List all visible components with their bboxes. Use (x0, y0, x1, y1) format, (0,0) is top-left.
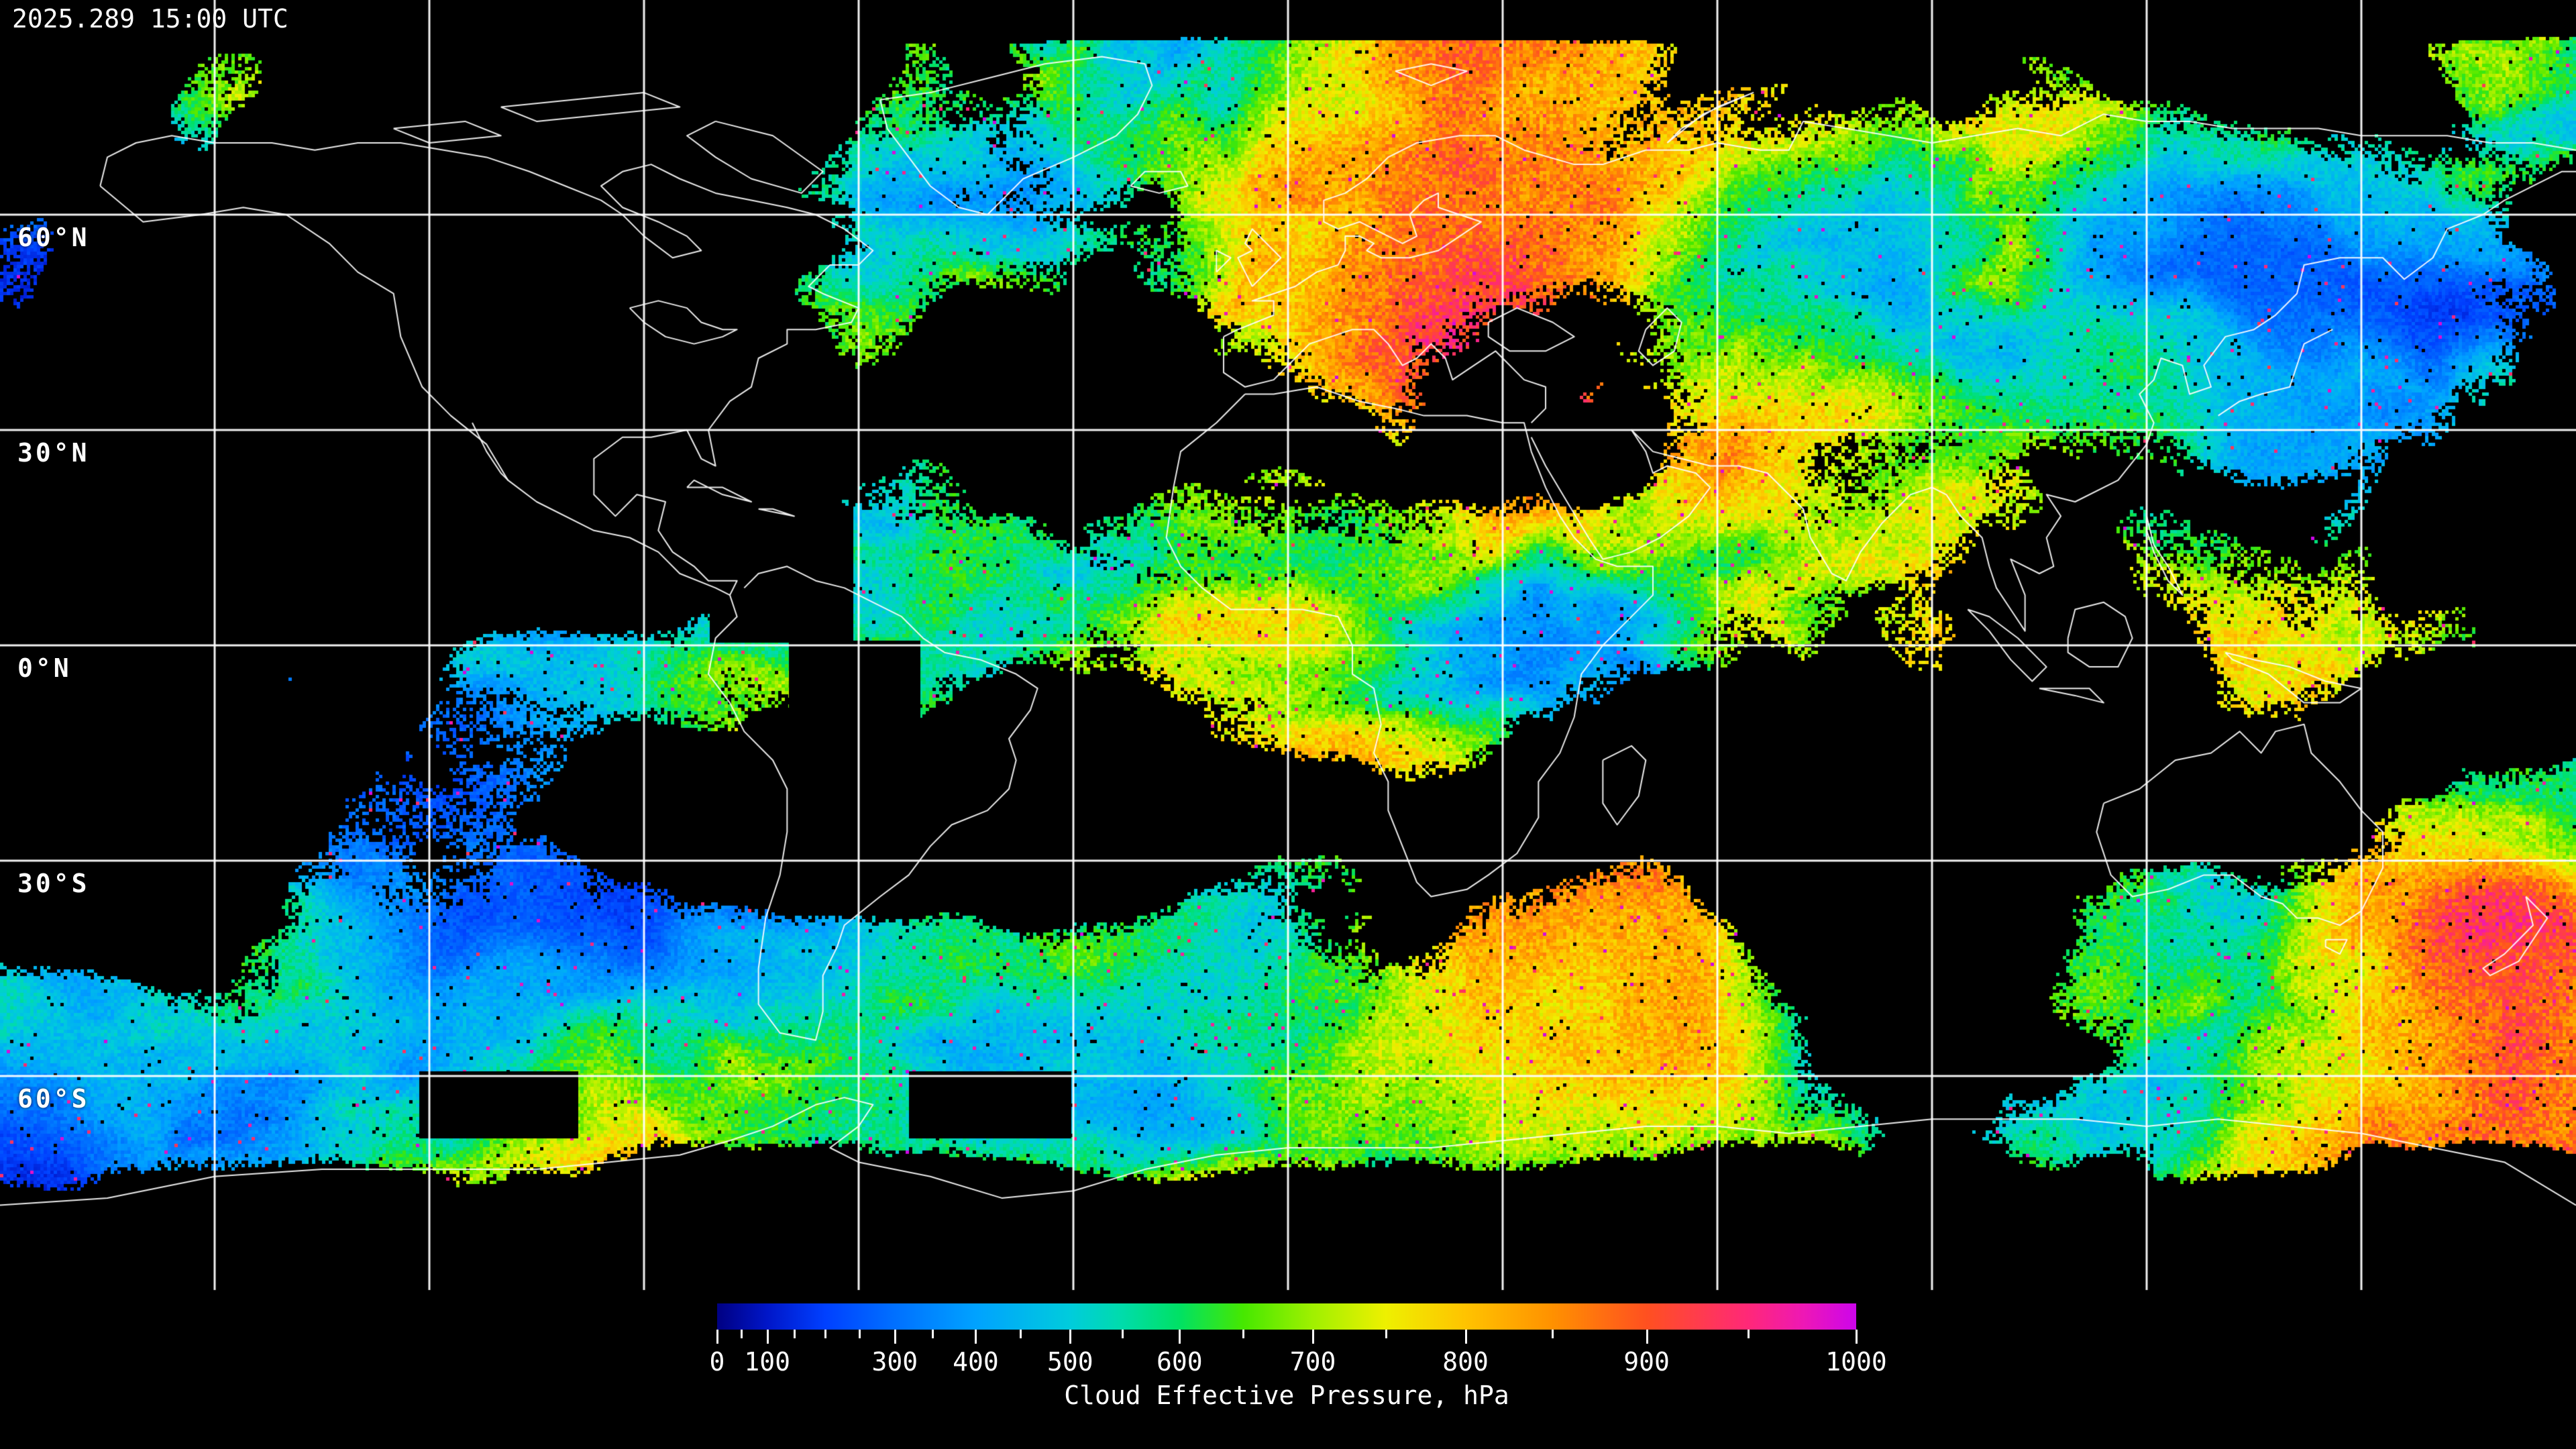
colorbar-tick-850 (1551, 1330, 1554, 1338)
colorbar-tick-1000 (1856, 1330, 1858, 1344)
colorbar-tick-700 (1312, 1330, 1315, 1344)
colorbar-tick-750 (1385, 1330, 1387, 1338)
lat-label-0n: 0°N (17, 653, 72, 683)
colorbar-tick-label-100: 100 (744, 1347, 791, 1377)
colorbar-tick-200 (824, 1330, 827, 1338)
colorbar-tick-350 (931, 1330, 934, 1338)
colorbar-tick-600 (1179, 1330, 1181, 1344)
colorbar-tick-label-300: 300 (871, 1347, 918, 1377)
colorbar-tick-900 (1646, 1330, 1648, 1344)
colorbar-tick-400 (975, 1330, 977, 1344)
colorbar-tick-150 (794, 1330, 796, 1338)
colorbar-tick-label-500: 500 (1047, 1347, 1093, 1377)
colorbar-tick-650 (1242, 1330, 1245, 1338)
colorbar-title: Cloud Effective Pressure, hPa (1064, 1381, 1509, 1410)
timestamp-label: 2025.289 15:00 UTC (12, 4, 288, 34)
lat-label-60n: 60°N (17, 223, 90, 252)
colorbar: 0 100 300 400 500 600 700 800 900 1000 Cloud Effe… (710, 1303, 1887, 1417)
lat-label-60s: 60°S (17, 1084, 90, 1114)
colorbar-tick-0 (716, 1330, 718, 1344)
colorbar-tick-label-0: 0 (709, 1347, 725, 1377)
colorbar-tick-100 (766, 1330, 769, 1344)
colorbar-tick-label-900: 900 (1623, 1347, 1670, 1377)
colorbar-tick-500 (1069, 1330, 1072, 1344)
colorbar-tick-50 (740, 1330, 743, 1338)
colorbar-tick-label-400: 400 (953, 1347, 999, 1377)
colorbar-tick-450 (1019, 1330, 1022, 1338)
colorbar-tick-800 (1464, 1330, 1467, 1344)
colorbar-gradient (717, 1303, 1856, 1330)
lat-label-30s: 30°S (17, 869, 90, 898)
colorbar-tick-label-600: 600 (1157, 1347, 1203, 1377)
lat-label-30n: 30°N (17, 438, 90, 468)
colorbar-tick-950 (1747, 1330, 1750, 1338)
colorbar-tick-550 (1122, 1330, 1124, 1338)
colorbar-tick-label-1000: 1000 (1825, 1347, 1887, 1377)
colorbar-tick-250 (859, 1330, 861, 1338)
colorbar-tick-300 (894, 1330, 896, 1344)
colorbar-tick-label-800: 800 (1442, 1347, 1489, 1377)
colorbar-tick-label-700: 700 (1289, 1347, 1336, 1377)
